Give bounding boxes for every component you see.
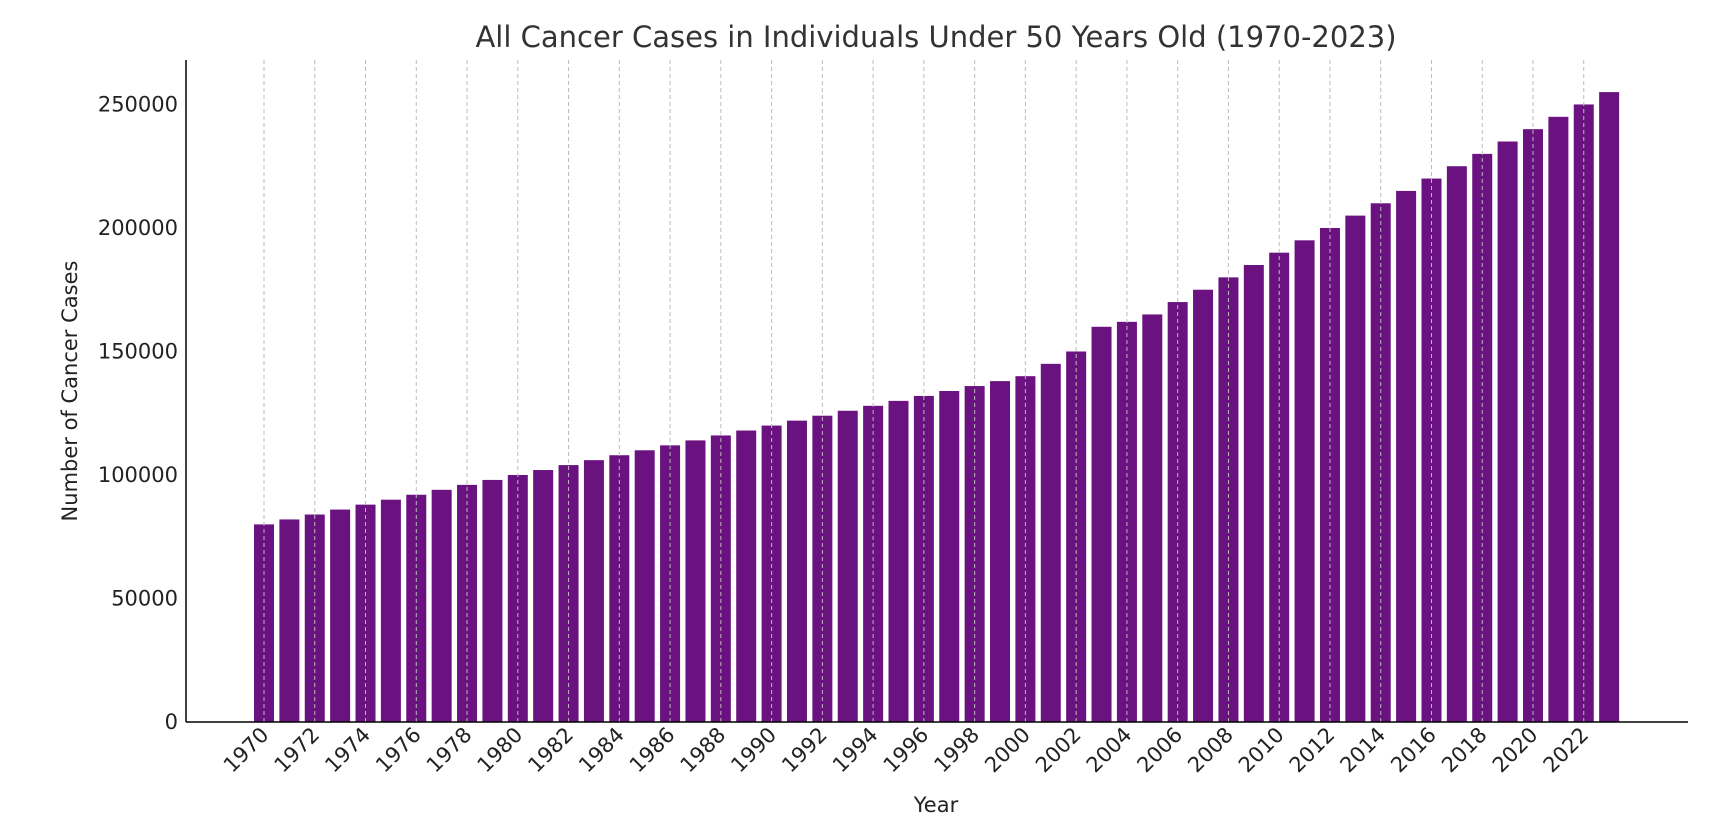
y-tick-label-0: 0 [165, 710, 178, 734]
x-tick-label-2010: 2010 [1234, 723, 1289, 778]
x-tick-label-1996: 1996 [879, 723, 934, 778]
x-tick-label-1992: 1992 [777, 723, 832, 778]
x-tick-label-2002: 2002 [1031, 723, 1086, 778]
bar-1980 [507, 474, 528, 722]
bar-1977 [431, 489, 452, 722]
x-tick-label-2008: 2008 [1183, 723, 1238, 778]
bar-1975 [380, 499, 401, 722]
x-tick-label-1994: 1994 [828, 723, 883, 778]
x-tick-label-1970: 1970 [219, 723, 274, 778]
bar-1995 [888, 400, 909, 722]
bar-1992 [812, 415, 833, 722]
x-ticks: 1970197219741976197819801982198419861988… [219, 723, 1594, 778]
x-tick-label-1998: 1998 [929, 723, 984, 778]
bar-1991 [786, 420, 807, 722]
bar-1985 [634, 450, 655, 722]
bar-1973 [330, 509, 351, 722]
x-tick-label-1984: 1984 [574, 723, 629, 778]
bar-1981 [533, 470, 554, 722]
x-tick-label-2004: 2004 [1082, 723, 1137, 778]
x-tick-label-1988: 1988 [676, 723, 731, 778]
bar-1986 [660, 445, 681, 722]
bar-2016 [1421, 178, 1442, 722]
bar-1998 [964, 386, 985, 722]
bar-2019 [1497, 141, 1518, 722]
y-tick-label-100000: 100000 [98, 463, 178, 487]
bar-2011 [1294, 240, 1315, 722]
bar-2015 [1396, 190, 1417, 723]
bar-2003 [1091, 326, 1112, 722]
bar-1993 [837, 410, 858, 722]
y-tick-label-200000: 200000 [98, 216, 178, 240]
x-tick-label-2016: 2016 [1386, 723, 1441, 778]
bar-2001 [1040, 363, 1061, 722]
x-tick-label-2022: 2022 [1539, 723, 1594, 778]
bar-2013 [1345, 215, 1366, 722]
bar-2005 [1142, 314, 1163, 722]
bar-1989 [736, 430, 757, 722]
bar-2021 [1548, 116, 1569, 722]
y-ticks: 0 50000 100000 150000 200000 250000 [98, 92, 178, 734]
bar-1983 [583, 460, 604, 722]
bar-2017 [1446, 166, 1467, 723]
x-tick-label-2020: 2020 [1488, 723, 1543, 778]
y-tick-label-250000: 250000 [98, 92, 178, 116]
x-tick-label-2012: 2012 [1285, 723, 1340, 778]
bar-1997 [939, 391, 960, 722]
bars [254, 92, 1620, 723]
x-tick-label-1982: 1982 [523, 723, 578, 778]
bar-1999 [990, 381, 1011, 722]
x-tick-label-1974: 1974 [320, 723, 375, 778]
x-tick-label-2014: 2014 [1335, 723, 1390, 778]
x-tick-label-1978: 1978 [422, 723, 477, 778]
x-tick-label-2000: 2000 [980, 723, 1035, 778]
y-tick-label-150000: 150000 [98, 339, 178, 363]
x-axis-label: Year [913, 793, 959, 817]
x-tick-label-1986: 1986 [625, 723, 680, 778]
y-tick-label-50000: 50000 [111, 586, 178, 610]
bar-1971 [279, 519, 300, 722]
bar-1994 [863, 405, 884, 722]
bar-2023 [1599, 92, 1620, 723]
bar-1987 [685, 440, 706, 722]
bar-2000 [1015, 376, 1036, 722]
bar-2008 [1218, 277, 1239, 722]
bar-2006 [1167, 302, 1188, 722]
x-tick-label-1990: 1990 [726, 723, 781, 778]
bar-1978 [457, 484, 478, 722]
chart-title: All Cancer Cases in Individuals Under 50… [475, 20, 1396, 54]
y-axis-label: Number of Cancer Cases [58, 261, 82, 522]
bar-2009 [1243, 265, 1264, 722]
bar-2004 [1116, 321, 1137, 722]
x-tick-label-1976: 1976 [371, 723, 426, 778]
x-tick-label-1972: 1972 [270, 723, 325, 778]
bar-2018 [1472, 153, 1493, 722]
x-tick-label-2006: 2006 [1132, 723, 1187, 778]
x-tick-label-2018: 2018 [1437, 723, 1492, 778]
bar-1979 [482, 479, 503, 722]
bar-1972 [304, 514, 325, 722]
x-tick-label-1980: 1980 [473, 723, 528, 778]
bar-2007 [1193, 289, 1214, 722]
